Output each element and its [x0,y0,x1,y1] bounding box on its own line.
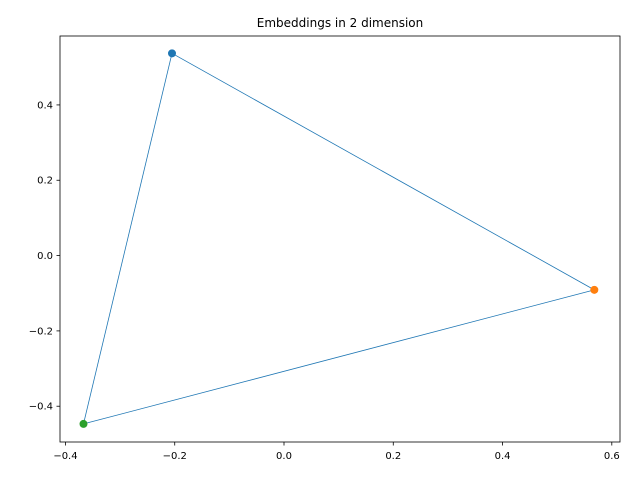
data-point-1 [590,285,599,294]
x-tick-label: 0.2 [385,451,401,462]
edge-line-0 [171,52,595,291]
edge-line-1 [83,289,595,425]
scatter-points [79,49,599,428]
y-axis-ticks: −0.4 −0.2 0.0 0.2 0.4 [29,100,60,413]
x-tick-label: −0.4 [53,451,77,462]
y-tick-label: −0.2 [29,326,53,337]
x-tick-label: 0.6 [604,451,620,462]
y-tick-label: 0.4 [37,100,53,111]
y-tick-label: 0.0 [37,251,53,262]
edge-line-2 [83,53,173,425]
x-tick-label: −0.2 [163,451,187,462]
y-tick-label: 0.2 [37,176,53,187]
data-point-2 [79,419,88,428]
chart-title: Embeddings in 2 dimension [257,16,424,30]
x-tick-label: 0.0 [276,451,292,462]
data-point-0 [168,49,176,58]
axes-frame [59,35,621,443]
y-tick-label: −0.4 [29,402,53,413]
triangle-edges [83,52,595,425]
x-axis-ticks: −0.4 −0.2 0.0 0.2 0.4 0.6 [53,442,620,462]
x-tick-label: 0.4 [495,451,511,462]
